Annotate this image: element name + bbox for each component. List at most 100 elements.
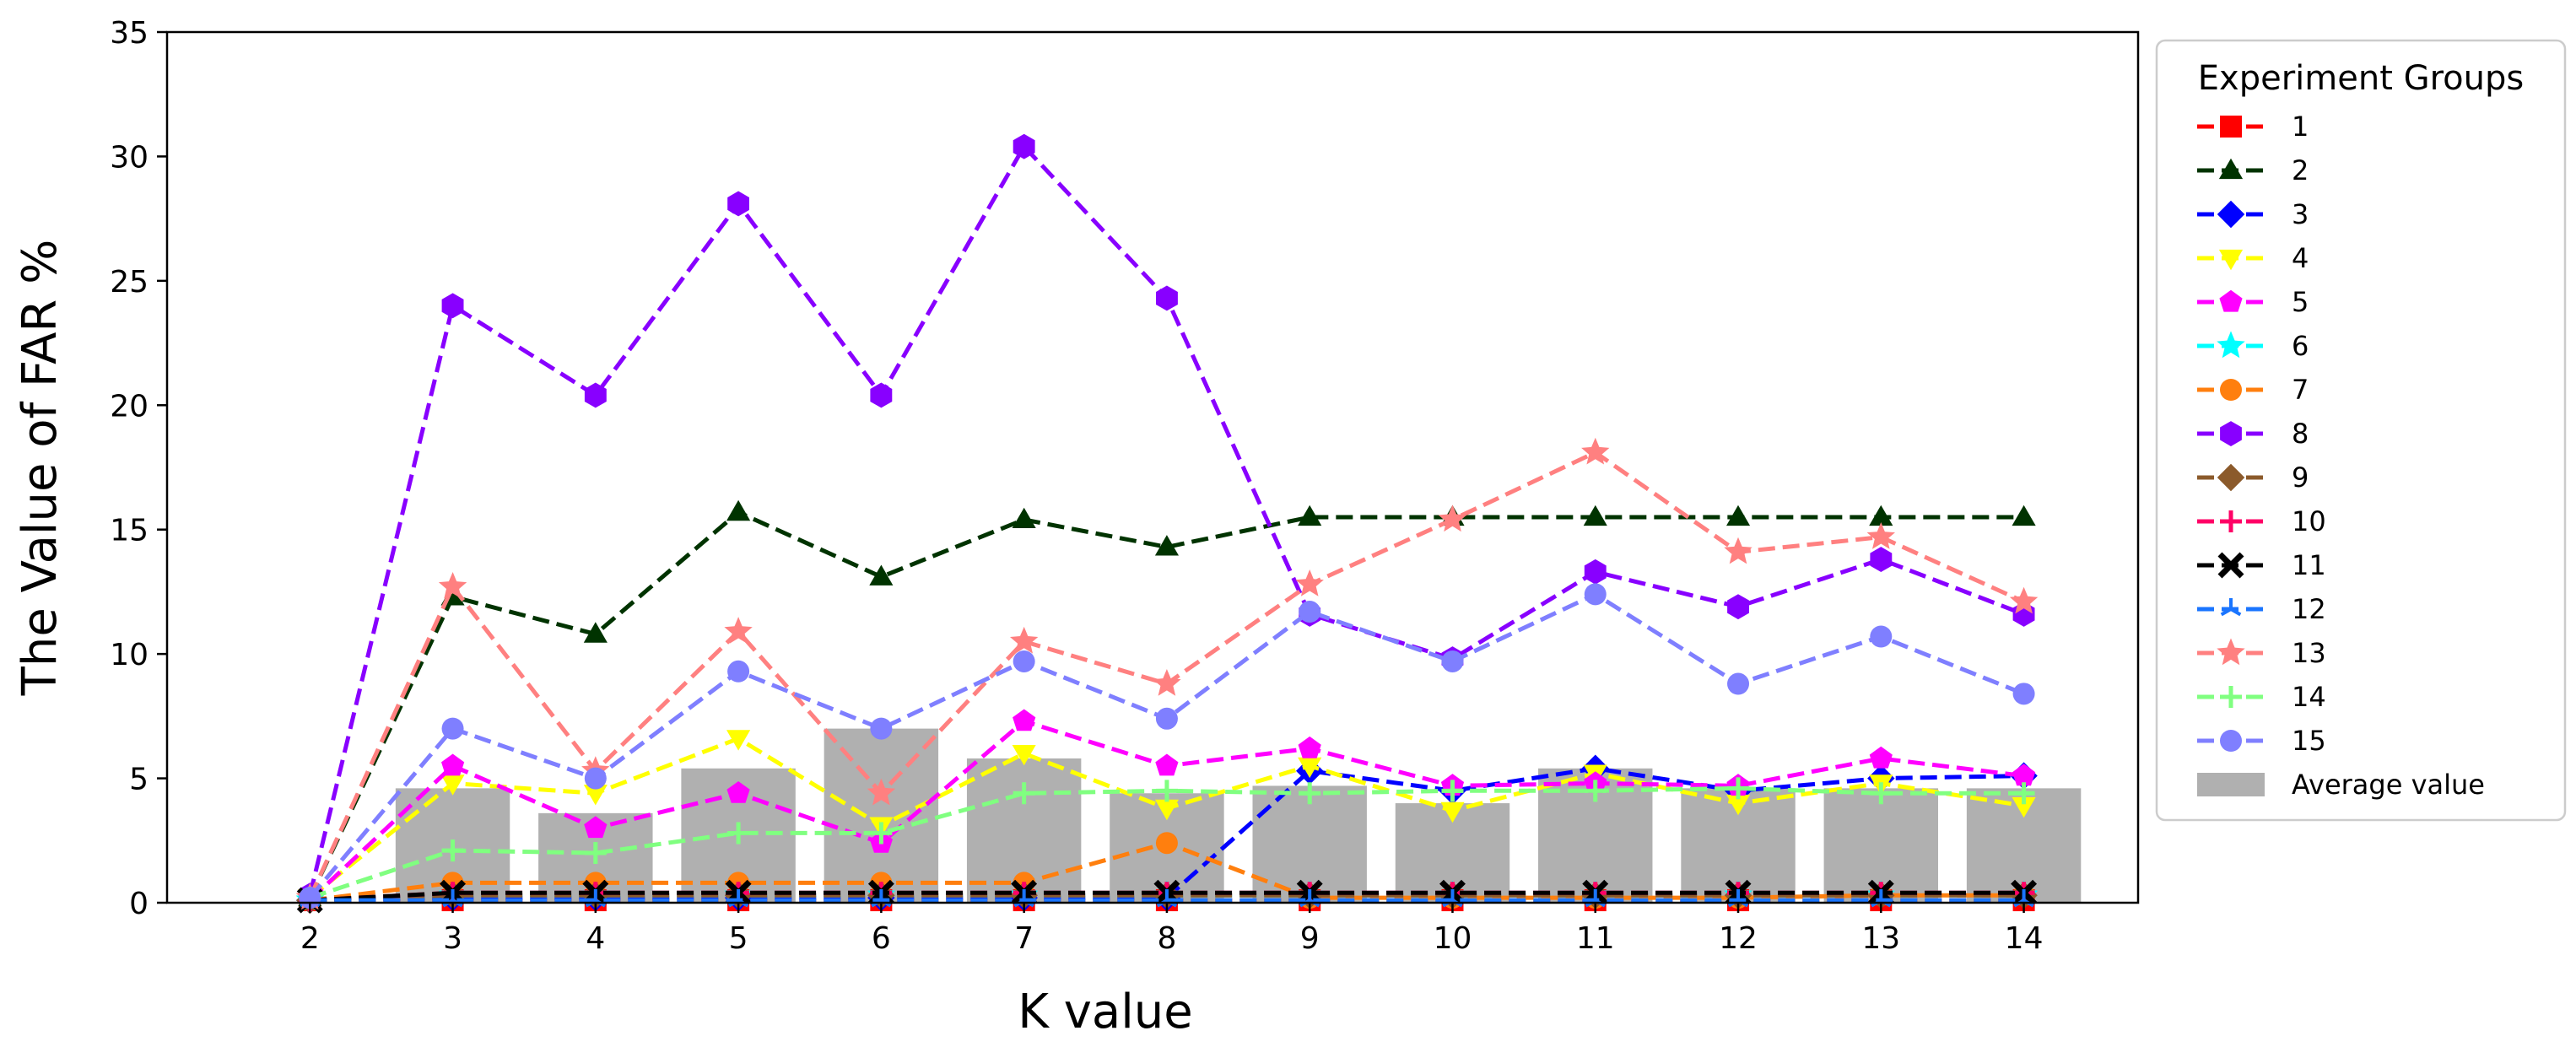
legend-marker-9 xyxy=(2217,463,2245,492)
x-tick-label: 2 xyxy=(300,921,320,956)
series-4-point-k14 xyxy=(2012,796,2036,818)
series-15-point-k11 xyxy=(1584,583,1607,606)
series-8-point-k4 xyxy=(584,382,607,408)
x-tick-label: 5 xyxy=(729,921,748,956)
x-tick-label: 8 xyxy=(1157,921,1176,956)
series-4-point-k4 xyxy=(583,785,608,806)
series-13-point-k8 xyxy=(1153,669,1181,696)
legend-marker-13 xyxy=(2217,638,2245,666)
legend-label-6: 6 xyxy=(2292,330,2309,362)
series-13-point-k3 xyxy=(438,572,467,599)
y-tick-label: 10 xyxy=(110,638,149,672)
series-8-point-k5 xyxy=(727,191,749,217)
legend-label-7: 7 xyxy=(2292,374,2309,406)
legend-item-14: 14 xyxy=(2197,681,2326,713)
legend-label-12: 12 xyxy=(2292,593,2326,625)
y-tick-label: 5 xyxy=(129,763,149,797)
series-13-point-k5 xyxy=(724,617,753,644)
series-15-point-k7 xyxy=(1013,650,1035,672)
series-14-point-k7 xyxy=(1013,782,1035,805)
series-4-point-k7 xyxy=(1012,745,1036,766)
series-2-point-k13 xyxy=(1869,505,1893,526)
legend-marker-8 xyxy=(2220,421,2242,446)
series-14-point-k8 xyxy=(1155,780,1178,802)
x-axis-title: K value xyxy=(1018,985,1192,1039)
legend-label-8: 8 xyxy=(2292,418,2309,450)
series-8-point-k3 xyxy=(441,293,464,319)
legend-item-5: 5 xyxy=(2197,286,2309,318)
legend-item-2: 2 xyxy=(2197,154,2309,186)
legend-title: Experiment Groups xyxy=(2198,59,2524,98)
y-tick-label: 25 xyxy=(110,265,149,300)
series-2-point-k14 xyxy=(2012,505,2036,526)
x-tick-label: 9 xyxy=(1300,921,1320,956)
legend-item-13: 13 xyxy=(2197,637,2326,669)
legend-label-5: 5 xyxy=(2292,286,2309,318)
series-5-point-k8 xyxy=(1155,753,1179,776)
series-5-point-k9 xyxy=(1298,736,1321,758)
legend-marker-15 xyxy=(2220,730,2242,752)
series-15-point-k13 xyxy=(1870,625,1893,648)
legend-item-6: 6 xyxy=(2197,330,2309,362)
series-8-point-k11 xyxy=(1584,559,1607,585)
legend-swatch-average xyxy=(2197,773,2265,796)
y-axis-title: The Value of FAR % xyxy=(13,240,68,697)
legend-label-3: 3 xyxy=(2292,198,2309,230)
series-8-point-k6 xyxy=(870,382,893,408)
series-4-point-k9 xyxy=(1298,757,1322,779)
legend-label-13: 13 xyxy=(2292,637,2326,669)
legend-marker-1 xyxy=(2220,116,2242,138)
legend-item-10: 10 xyxy=(2197,505,2326,537)
series-4-point-k5 xyxy=(726,730,751,751)
legend-marker-3 xyxy=(2217,200,2245,229)
series-15-point-k10 xyxy=(1441,650,1464,672)
legend-item-11: 11 xyxy=(2197,549,2326,581)
series-8-point-k8 xyxy=(1156,285,1178,311)
plot-frame xyxy=(165,30,2140,904)
legend-marker-11 xyxy=(2217,552,2244,579)
legend-label-15: 15 xyxy=(2292,725,2326,757)
legend-item-9: 9 xyxy=(2197,461,2309,494)
y-tick-label: 20 xyxy=(110,389,149,424)
legend-label-11: 11 xyxy=(2292,549,2326,581)
x-tick-label: 6 xyxy=(872,921,891,956)
series-4-point-k3 xyxy=(440,774,465,796)
legend-label-2: 2 xyxy=(2292,154,2309,186)
series-5-point-k7 xyxy=(1013,709,1036,731)
y-tick-label: 35 xyxy=(110,16,149,51)
series-15-point-k12 xyxy=(1727,672,1750,695)
series-5-point-k3 xyxy=(441,753,465,776)
series-8-point-k7 xyxy=(1013,133,1035,159)
legend-label-1: 1 xyxy=(2292,111,2309,143)
series-15-point-k3 xyxy=(441,717,464,740)
x-tick-label: 12 xyxy=(1719,921,1758,956)
series-14-point-k11 xyxy=(1584,780,1607,802)
series-14-point-k9 xyxy=(1299,782,1321,805)
y-tick-label: 0 xyxy=(129,887,149,921)
legend-item-3: 3 xyxy=(2197,198,2309,230)
series-14-point-k4 xyxy=(584,842,607,865)
series-13-point-k7 xyxy=(1010,626,1039,654)
legend-marker-12 xyxy=(2220,598,2242,617)
series-13-point-k14 xyxy=(2009,586,2039,614)
series-15-point-k4 xyxy=(584,767,607,790)
series-13-point-k13 xyxy=(1866,522,1895,549)
legend-item-1: 1 xyxy=(2197,111,2309,143)
series-8-point-k12 xyxy=(1727,594,1749,620)
series-15 xyxy=(299,583,2035,909)
series-15-point-k8 xyxy=(1155,707,1178,730)
series-15-point-k9 xyxy=(1299,601,1321,623)
series-2-point-k4 xyxy=(583,622,608,643)
series-14-point-k13 xyxy=(1870,782,1893,805)
series-15-point-k6 xyxy=(870,717,893,740)
series-14-point-k14 xyxy=(2012,782,2035,805)
series-4-point-k12 xyxy=(1726,794,1751,816)
legend-item-average: Average value xyxy=(2197,769,2485,801)
series-2-point-k8 xyxy=(1154,535,1179,556)
y-axis-ticks: 0 5 10 15 20 25 30 35 xyxy=(110,16,167,921)
legend-item-15: 15 xyxy=(2197,725,2326,757)
x-tick-label: 11 xyxy=(1576,921,1615,956)
legend-marker-14 xyxy=(2220,686,2242,708)
series-2-point-k6 xyxy=(869,564,894,586)
